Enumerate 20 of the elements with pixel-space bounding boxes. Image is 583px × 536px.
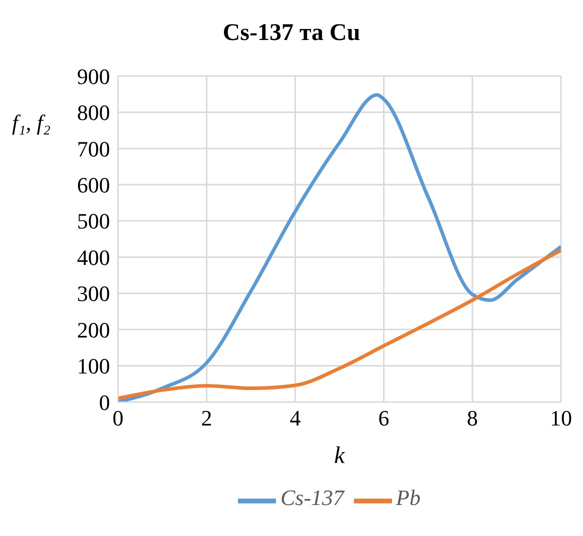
x-tick-label: 10: [550, 406, 572, 431]
y-tick-label: 0: [99, 390, 110, 415]
y-tick-label: 200: [77, 317, 110, 342]
y-tick-label: 600: [77, 172, 110, 198]
x-axis-title: k: [334, 443, 346, 470]
chart-title: Cs-137 та Cu: [222, 19, 362, 48]
y-tick-label: 700: [77, 136, 110, 162]
legend-label: Pb: [396, 484, 420, 510]
y-tick-label: 800: [77, 100, 110, 126]
y-tick-label: 300: [77, 281, 110, 306]
y-tick-label: 100: [77, 354, 110, 379]
y-tick-label: 400: [77, 244, 110, 270]
y-tick-label: 500: [77, 208, 110, 234]
x-tick-label: 2: [201, 406, 212, 431]
y-tick-label: 900: [77, 64, 110, 89]
x-tick-label: 4: [290, 406, 301, 431]
legend-label: Cs-137: [280, 484, 344, 510]
y-axis-title: f₁, f₂: [12, 110, 51, 136]
x-tick-label: 6: [378, 406, 390, 431]
x-tick-label: 8: [466, 406, 478, 431]
